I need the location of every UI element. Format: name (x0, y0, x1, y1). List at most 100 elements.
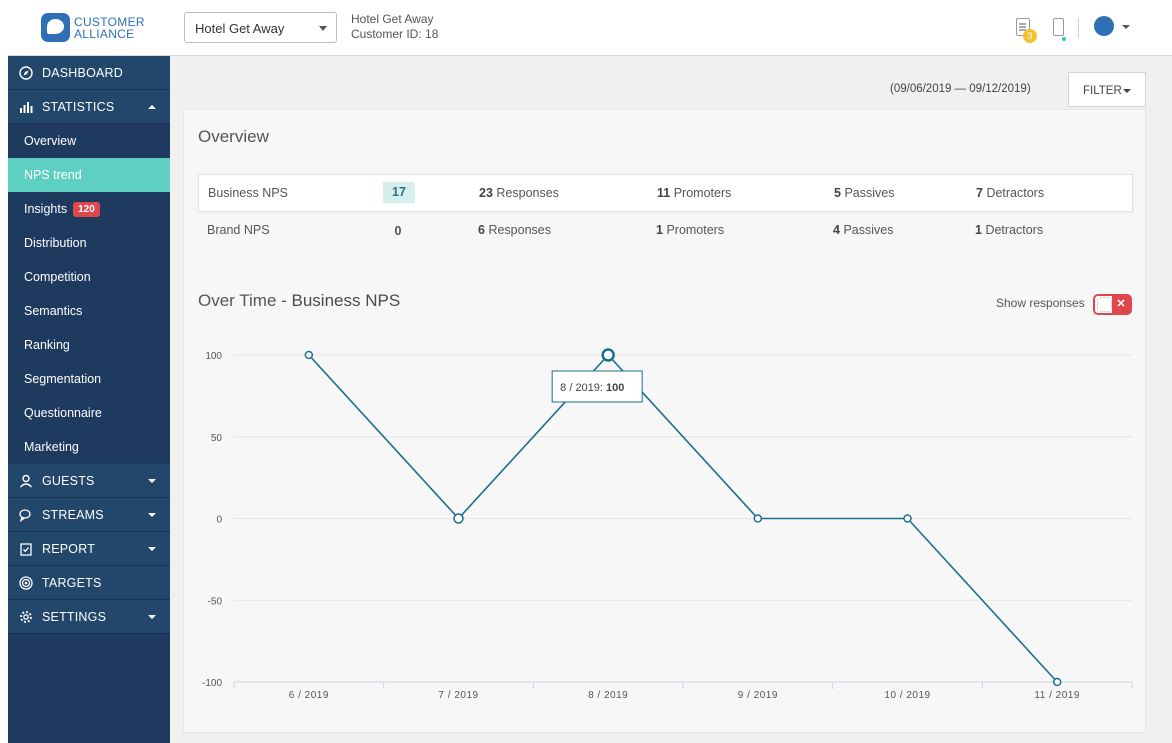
promoters-cell: 11 Promoters (657, 186, 732, 200)
y-tick-label: -100 (202, 678, 222, 689)
window-edge (0, 0, 8, 743)
sidebar-item-label: STREAMS (42, 507, 104, 522)
row-label: Brand NPS (207, 223, 270, 237)
x-tick-label: 10 / 2019 (884, 690, 930, 701)
responses-cell: 6 Responses (478, 223, 551, 237)
sidebar-item-dashboard[interactable]: DASHBOARD (8, 56, 170, 90)
nps-card: Overview Business NPS 17 23 Responses 11… (183, 109, 1146, 733)
chevron-down-icon (148, 479, 156, 483)
sidebar-item-guests[interactable]: GUESTS (8, 464, 170, 498)
nps-line-chart: 100 50 0 -50 -100 6 / 2019 7 / 2019 8 / 2019 9 … (202, 348, 1133, 701)
x-tick-label: 8 / 2019 (588, 690, 628, 701)
divider (1078, 18, 1079, 38)
user-icon (19, 474, 33, 488)
notification-badge: 3 (1023, 29, 1037, 43)
chat-bubbles-icon (19, 508, 33, 522)
sidebar-item-label: TARGETS (42, 575, 102, 590)
chevron-down-icon (148, 513, 156, 517)
tooltip-text: 8 / 2019: 100 (560, 382, 624, 394)
sidebar-item-label: Marketing (24, 440, 79, 454)
passives-cell: 4 Passives (833, 223, 894, 237)
sidebar-item-settings[interactable]: SETTINGS (8, 600, 170, 634)
data-point (753, 514, 763, 523)
nps-overview-table: Business NPS 17 23 Responses 11 Promoter… (198, 174, 1133, 250)
tooltip-value: 100 (606, 382, 624, 394)
x-tick-label: 9 / 2019 (738, 690, 778, 701)
sidebar-item-label: GUESTS (42, 473, 95, 488)
mobile-icon[interactable] (1053, 18, 1064, 36)
sidebar-item-label: DASHBOARD (42, 65, 123, 80)
logo-icon (41, 13, 70, 42)
tooltip-box (551, 370, 643, 403)
sidebar-item-marketing[interactable]: Marketing (8, 430, 170, 464)
sidebar-item-nps-trend[interactable]: NPS trend (8, 158, 170, 192)
show-responses-toggle[interactable]: ✕ (1093, 294, 1132, 315)
series-line (308, 353, 1058, 683)
sidebar-item-label: Insights (24, 202, 68, 216)
hotel-name: Hotel Get Away (351, 12, 434, 26)
sidebar-item-label: SETTINGS (42, 609, 107, 624)
logo-line-1: CUSTOMER (74, 14, 145, 29)
sidebar-item-ranking[interactable]: Ranking (8, 328, 170, 362)
chart-title: Over Time - Business NPS (198, 291, 401, 310)
promoters-cell: 1 Promoters (656, 223, 725, 237)
show-responses-label: Show responses (996, 296, 1085, 310)
sidebar-item-semantics[interactable]: Semantics (8, 294, 170, 328)
date-range: (09/06/2019 — 09/12/2019) (890, 83, 1031, 95)
sidebar-item-targets[interactable]: TARGETS (8, 566, 170, 600)
chevron-down-icon (148, 547, 156, 551)
sidebar-item-report[interactable]: REPORT (8, 532, 170, 566)
hotel-select[interactable]: Hotel Get Away (184, 12, 337, 43)
sidebar-item-distribution[interactable]: Distribution (8, 226, 170, 260)
nps-score: 17 (383, 182, 415, 203)
x-tick-label: 11 / 2019 (1034, 690, 1079, 701)
compass-icon (19, 65, 33, 80)
table-row-brand-nps: Brand NPS 0 6 Responses 1 Promoters 4 Pa… (198, 212, 1133, 250)
sidebar-item-label: REPORT (42, 541, 96, 556)
sidebar-item-competition[interactable]: Competition (8, 260, 170, 294)
sidebar-item-streams[interactable]: STREAMS (8, 498, 170, 532)
detractors-cell: 7 Detractors (976, 186, 1045, 200)
target-icon (19, 575, 33, 590)
tooltip-label: 8 / 2019: (560, 382, 606, 394)
chart-grid: 100 50 0 -50 -100 (202, 351, 1132, 689)
clipboard-check-icon (19, 542, 33, 556)
chart-x-axis: 6 / 2019 7 / 2019 8 / 2019 9 / 2019 10 / 201… (233, 681, 1133, 701)
logo-line-2: ALLIANCE (74, 26, 135, 41)
x-tick-label: 7 / 2019 (438, 690, 478, 701)
y-tick-label: 0 (216, 515, 222, 526)
passives-cell: 5 Passives (834, 186, 895, 200)
row-label: Business NPS (208, 186, 288, 200)
sidebar-item-label: Ranking (24, 338, 70, 352)
chevron-down-icon[interactable] (1122, 25, 1130, 29)
sidebar-item-overview[interactable]: Overview (8, 124, 170, 158)
filter-button[interactable]: FILTER (1068, 72, 1146, 107)
sidebar-item-label: NPS trend (24, 168, 82, 182)
overview-title: Overview (198, 127, 269, 146)
chevron-up-icon (148, 105, 156, 109)
sidebar-item-label: Competition (24, 270, 91, 284)
data-point (903, 514, 912, 523)
responses-cell: 23 Responses (479, 186, 559, 200)
sidebar: DASHBOARD STATISTICS Overview NPS trend … (8, 56, 170, 743)
y-tick-label: 50 (211, 433, 223, 444)
close-icon: ✕ (1112, 296, 1130, 313)
sidebar-item-label: STATISTICS (42, 99, 115, 114)
nps-score: 0 (394, 224, 402, 238)
hotel-info: Hotel Get Away Customer ID: 18 (351, 12, 438, 42)
filter-button-label: FILTER (1083, 85, 1122, 97)
chart-tooltip: 8 / 2019: 100 (551, 370, 643, 403)
sidebar-item-questionnaire[interactable]: Questionnaire (8, 396, 170, 430)
table-row-business-nps: Business NPS 17 23 Responses 11 Promoter… (198, 174, 1133, 212)
sidebar-item-statistics[interactable]: STATISTICS (8, 90, 170, 124)
sidebar-item-insights[interactable]: Insights 120 (8, 192, 170, 226)
chevron-down-icon (319, 26, 327, 31)
avatar[interactable] (1094, 16, 1114, 36)
sidebar-item-segmentation[interactable]: Segmentation (8, 362, 170, 396)
sidebar-item-label: Semantics (24, 304, 83, 318)
gear-icon (19, 610, 33, 624)
chevron-down-icon (148, 615, 156, 619)
hotel-select-value: Hotel Get Away (195, 21, 285, 36)
insights-count-badge: 120 (73, 201, 100, 217)
brand-logo[interactable]: CUSTOMER ALLIANCE (41, 13, 145, 42)
